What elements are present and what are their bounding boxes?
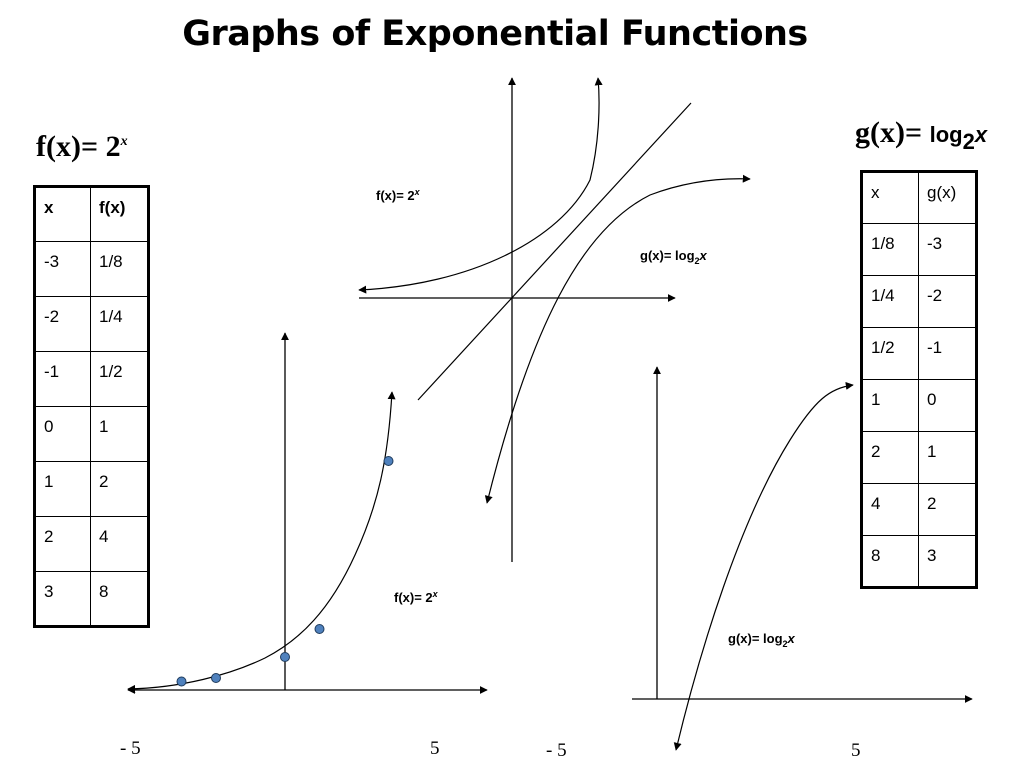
f-point [280,652,290,662]
f-table-cell-x: 2 [34,516,91,572]
g-curve [673,381,854,751]
f-table-cell-x: 1 [34,461,91,517]
g-table-cell-x: 1/8 [861,223,919,276]
f-right-tick: 5 [430,738,440,759]
g-heading-base: 2 [962,129,975,154]
g-graph [632,366,973,751]
g-heading-log: log [929,122,963,147]
table-row: 1/4 -2 [861,275,977,328]
f-values-table: x f(x) -3 1/8 -2 1/4 -1 1/2 0 1 1 2 2 4 3 8 [33,185,150,628]
f-point [211,673,221,683]
bottom-f-label: f(x)= 2x [394,589,439,605]
g-table-cell-y: 1 [918,431,977,484]
g-table-cell-y: 3 [918,535,977,588]
page-title: Graphs of Exponential Functions [182,14,808,54]
g-values-table: x g(x) 1/8 -3 1/4 -2 1/2 -1 1 0 2 1 4 2 8 3 [860,170,978,589]
f-point [176,676,187,687]
f-heading: f(x)= 2x [36,130,128,164]
f-heading-text: f(x)= 2 [36,130,121,163]
g-right-tick: 5 [851,740,861,761]
table-row: -3 1/8 [34,241,149,297]
f-heading-exponent: x [120,134,128,149]
f-table-cell-x: 3 [34,571,91,627]
g-table-cell-x: 2 [861,431,919,484]
f-curve [127,391,396,693]
f-points [176,456,394,687]
combined-graph [358,77,751,562]
f-table-cell-x: -3 [34,241,91,297]
exponential-curve [358,77,603,294]
g-heading-text: g(x)= [855,116,930,149]
bottom-g-label: g(x)= log2x [728,631,796,649]
g-left-tick: - 5 [546,740,567,761]
g-table-cell-y: -1 [918,327,977,380]
f-table-cell-y: 1/4 [90,296,149,352]
f-graph [127,332,488,694]
table-row: -2 1/4 [34,296,149,352]
g-heading-arg: x [974,122,988,147]
table-row: 1/8 -3 [861,223,977,276]
f-point [314,624,325,634]
f-point [383,456,394,466]
f-left-tick: - 5 [120,738,141,759]
f-table-cell-y: 1/8 [90,241,149,297]
top-g-label: g(x)= log2x [640,248,708,266]
f-table-header-y: f(x) [90,186,149,242]
f-table-header-row: x f(x) [34,186,149,242]
g-table-header-y: g(x) [918,171,977,224]
log-curve [484,174,751,504]
f-table-cell-x: -2 [34,296,91,352]
g-table-cell-y: -3 [918,223,977,276]
g-heading: g(x)= log2x [855,116,987,155]
g-table-cell-x: 1/4 [861,275,919,328]
top-f-label: f(x)= 2x [376,187,421,203]
